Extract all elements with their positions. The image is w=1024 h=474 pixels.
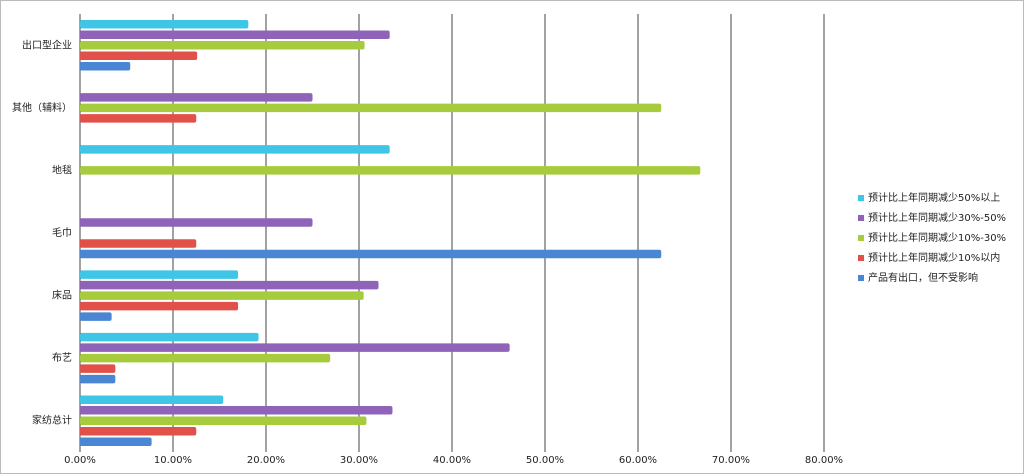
bar bbox=[80, 301, 239, 311]
legend-swatch bbox=[858, 195, 864, 201]
y-tick-label: 地毯 bbox=[52, 163, 72, 176]
bar bbox=[80, 20, 249, 29]
y-tick-label: 其他（辅料） bbox=[12, 101, 72, 114]
bar bbox=[80, 353, 331, 363]
bar bbox=[80, 291, 364, 300]
x-tick-label: 70.00% bbox=[712, 455, 750, 466]
bar bbox=[80, 426, 197, 436]
y-tick-label: 出口型企业 bbox=[22, 38, 72, 51]
bar bbox=[80, 62, 131, 71]
bar bbox=[80, 239, 197, 248]
legend-label: 预计比上年同期减少30%-50% bbox=[868, 211, 1006, 224]
x-tick-label: 20.00% bbox=[247, 455, 285, 466]
bar bbox=[80, 332, 259, 342]
y-tick-label: 家纺总计 bbox=[32, 414, 72, 427]
legend-swatch bbox=[858, 275, 864, 281]
y-tick-label: 布艺 bbox=[52, 352, 72, 364]
bar bbox=[80, 93, 313, 102]
legend-label: 预计比上年同期减少10%-30% bbox=[868, 231, 1006, 244]
bar bbox=[80, 374, 116, 384]
bar bbox=[80, 416, 367, 425]
bar bbox=[80, 41, 365, 50]
legend-label: 预计比上年同期减少10%以内 bbox=[868, 251, 1000, 264]
legend-label: 预计比上年同期减少50%以上 bbox=[868, 191, 1000, 204]
bar bbox=[80, 405, 393, 415]
x-tick-label: 80.00% bbox=[805, 455, 843, 466]
x-tick-label: 30.00% bbox=[340, 455, 378, 466]
bar bbox=[80, 166, 701, 175]
legend-swatch bbox=[858, 255, 864, 261]
x-tick-label: 40.00% bbox=[433, 455, 471, 466]
bar bbox=[80, 218, 313, 227]
bar bbox=[80, 145, 390, 154]
bar bbox=[80, 437, 152, 446]
bar bbox=[80, 395, 224, 404]
x-tick-label: 60.00% bbox=[619, 455, 657, 466]
x-tick-label: 10.00% bbox=[154, 455, 192, 466]
legend-swatch bbox=[858, 215, 864, 221]
bar bbox=[80, 249, 662, 259]
bar bbox=[80, 312, 112, 321]
legend-swatch bbox=[858, 235, 864, 241]
y-tick-label: 毛巾 bbox=[52, 226, 72, 239]
bar bbox=[80, 114, 197, 123]
x-tick-label: 0.00% bbox=[64, 455, 96, 466]
bar bbox=[80, 364, 116, 373]
bar bbox=[80, 270, 239, 279]
bar bbox=[80, 51, 198, 61]
bar bbox=[80, 103, 662, 113]
x-tick-label: 50.00% bbox=[526, 455, 564, 466]
y-tick-label: 床品 bbox=[52, 289, 72, 302]
bar bbox=[80, 343, 510, 352]
bar bbox=[80, 30, 390, 40]
bar bbox=[80, 280, 379, 290]
legend-label: 产品有出口，但不受影响 bbox=[868, 271, 978, 284]
